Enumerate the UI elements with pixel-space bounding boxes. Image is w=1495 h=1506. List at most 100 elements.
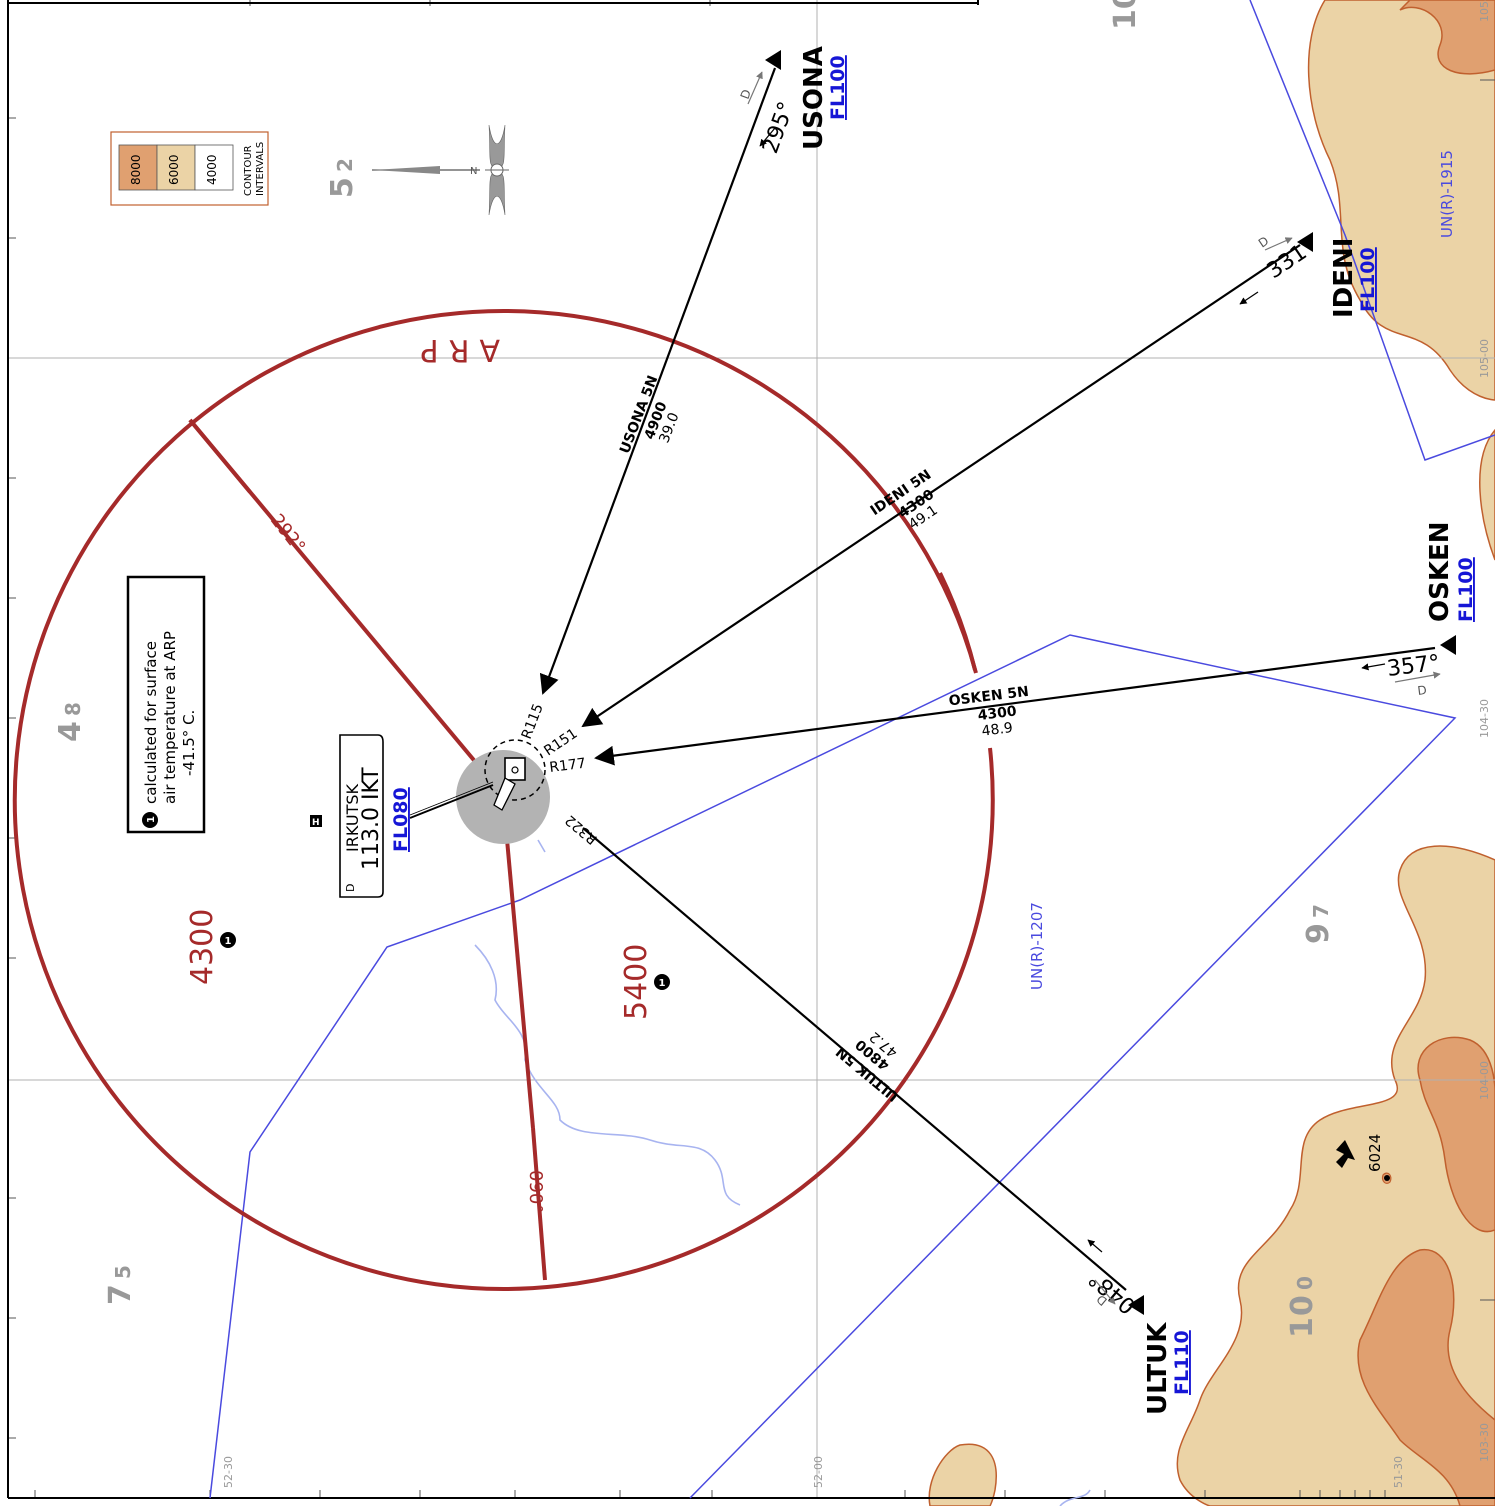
msa-arc-gap-segment: [938, 572, 977, 671]
fix-ultuk-triangle-icon: [1128, 1295, 1144, 1315]
airport-fl: FL080: [390, 787, 412, 852]
ultuk-course: 048°: [1084, 1265, 1141, 1318]
fix-osken: 357° D OSKEN FL100: [1361, 522, 1477, 698]
fix-usona-triangle-icon: [765, 50, 781, 70]
legend-6000: 6000: [167, 154, 181, 185]
msa-divider-090: [501, 794, 535, 1129]
graticule: [8, 0, 1495, 1498]
msa-bearing-090: 090°: [525, 1170, 546, 1213]
elevation-6024: 6024: [1366, 1134, 1384, 1172]
navaid-box: H IRKUTSK 113.0 IKT D FL080: [310, 734, 412, 898]
mora-48-b: 8: [61, 702, 85, 716]
runway-icon: [493, 777, 516, 811]
grid-mora-numbers: 5 2 4 8 7 5 9 7 1 0 0 10: [53, 0, 1336, 1338]
north-label: N: [470, 166, 477, 177]
compass-rose-icon: [485, 124, 509, 216]
chart-frame: [7, 0, 1495, 1499]
frame-ticks: [8, 0, 1495, 1498]
svg-text:1: 1: [659, 978, 666, 989]
radial-115: R115: [519, 702, 547, 742]
msa-bearing-292: 292°: [266, 510, 309, 557]
ideni-fl: FL100: [1357, 247, 1379, 312]
route-osken: [594, 646, 1436, 766]
terrain-4000-right-mid: [1479, 428, 1495, 561]
lat-label-51-30: 51-30: [1392, 1456, 1405, 1488]
radial-322: R322: [562, 812, 600, 848]
mora-97-b: 7: [1309, 904, 1333, 918]
airspace-label-1207: UN(R)-1207: [1028, 902, 1046, 990]
legend-title-2: INTERVALS: [255, 142, 266, 196]
ultuk-name: ULTUK: [1143, 1322, 1173, 1415]
msa-altitude-4300: 4300: [185, 909, 220, 985]
mora-100-b: 0: [1285, 1295, 1320, 1316]
spot-elevation: 6024: [1336, 1134, 1390, 1181]
osken-route-dist: 48.9: [981, 720, 1014, 740]
lon-label-103-30: 103-30: [1478, 1423, 1491, 1462]
heliport-icon: H: [312, 818, 320, 828]
airport-symbol: [409, 739, 550, 844]
lon-label-105-00: 105-00: [1478, 339, 1491, 378]
mora-10-top: 10: [1108, 0, 1143, 30]
lon-label-104-30: 104-30: [1478, 699, 1491, 738]
msa-note-markers: 1 1: [220, 932, 670, 990]
vor-compass-icon: [484, 739, 546, 801]
contour-legend: 8000 6000 4000 CONTOUR INTERVALS: [110, 131, 269, 206]
note-line-3: -41.5° C.: [180, 710, 198, 776]
fix-ideni-triangle-icon: [1297, 232, 1313, 252]
note-line-2: air temperature at ARP: [161, 631, 179, 804]
fix-ultuk: 048° D ULTUK FL110: [1084, 1239, 1193, 1415]
msa-labels: ARP 292° 090° 4300 5400: [185, 332, 654, 1213]
fix-ideni: 331° D IDENI FL100: [1239, 232, 1379, 318]
radial-151: R151: [541, 726, 580, 760]
msa-arc-main: [12, 308, 995, 1291]
grid-labels: 52-30 52-00 51-30 103-30 104-00 104-30 1…: [222, 0, 1491, 1488]
usona-fl: FL100: [827, 55, 849, 120]
navaid-freq: 113.0 IKT: [359, 767, 384, 870]
note-line-1: calculated for surface: [142, 641, 160, 804]
msa-altitude-5400: 5400: [619, 944, 654, 1020]
arrival-routes: [539, 67, 1436, 1291]
lon-label-105-edge: 105-: [1478, 0, 1491, 22]
mora-52-b: 2: [333, 158, 357, 172]
airspace-label-1915: UN(R)-1915: [1438, 150, 1456, 238]
fix-usona: 295° D USONA FL100: [738, 46, 849, 157]
airport-name: IRKUTSK: [343, 783, 362, 852]
svg-text:1: 1: [225, 936, 232, 947]
terrain-6000-top-right: [1399, 0, 1495, 75]
arp-label: ARP: [411, 332, 500, 367]
mora-52-a: 5: [325, 177, 360, 198]
north-arrow: N: [372, 124, 509, 216]
mora-97-a: 9: [1301, 923, 1336, 944]
terrain-4000-bottom-mid: [928, 1443, 997, 1506]
temperature-note: 1 calculated for surface air temperature…: [126, 575, 206, 834]
mora-100-c: 0: [1293, 1276, 1317, 1290]
navaid-dme: D: [344, 884, 357, 892]
osken-course: 357°: [1386, 651, 1442, 682]
ideni-name: IDENI: [1329, 238, 1359, 318]
terrain-4000-top-right: [1307, 0, 1495, 401]
mora-75-b: 5: [111, 1265, 135, 1279]
svg-text:D: D: [738, 88, 754, 101]
legend-4000: 4000: [205, 154, 219, 185]
osken-fl: FL100: [1455, 557, 1477, 622]
svg-text:D: D: [1417, 683, 1428, 698]
svg-text:1: 1: [146, 816, 157, 823]
route-ideni: [581, 244, 1301, 728]
radial-177: R177: [549, 756, 587, 776]
legend-title-1: CONTOUR: [243, 145, 254, 196]
route-usona: [539, 67, 777, 695]
legend-8000: 8000: [129, 154, 143, 185]
mora-75-a: 7: [103, 1284, 138, 1305]
terrain-6000-bottom-right-b: [1357, 1249, 1495, 1506]
osken-route-alt: 4300: [977, 703, 1018, 724]
fix-osken-triangle-icon: [1440, 635, 1456, 655]
route-ultuk: [582, 827, 1127, 1291]
usona-course: 295°: [758, 99, 800, 157]
obstacle-arrow-icon: [1336, 1140, 1355, 1168]
lat-label-52-00: 52-00: [812, 1456, 825, 1488]
osken-name: OSKEN: [1425, 522, 1455, 623]
msa-sector: [12, 308, 995, 1291]
route-labels: USONA 5N 4900 39.0 IDENI 5N 4300 49.1 OS…: [617, 373, 1030, 1104]
river: [474, 839, 1091, 1506]
